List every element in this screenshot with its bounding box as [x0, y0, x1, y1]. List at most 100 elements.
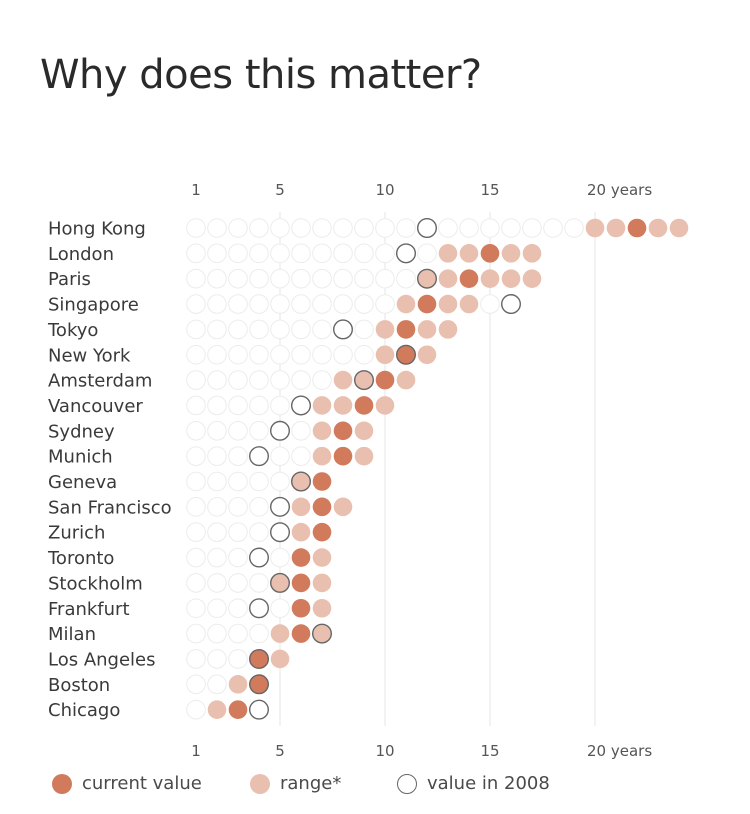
- empty-dot: [207, 319, 227, 340]
- range-dot: [207, 700, 227, 719]
- empty-dot: [459, 218, 479, 238]
- empty-dot: [291, 243, 311, 264]
- empty-dot: [291, 370, 311, 390]
- empty-dot: [228, 268, 248, 289]
- empty-dot: [249, 395, 269, 416]
- city-label: Tokyo: [47, 320, 98, 341]
- empty-dot: [207, 674, 227, 695]
- range-dot: [480, 269, 500, 289]
- current-value-dot: [354, 396, 374, 415]
- current-value-dot: [375, 370, 395, 390]
- empty-dot: [312, 218, 332, 238]
- empty-dot: [291, 421, 311, 441]
- empty-dot: [270, 471, 290, 492]
- empty-dot: [228, 547, 248, 568]
- empty-dot: [186, 446, 206, 466]
- legend-current-label: current value: [82, 773, 202, 794]
- empty-dot: [270, 395, 290, 416]
- range-dot: [669, 218, 689, 238]
- city-label: Sydney: [48, 421, 115, 442]
- city-label: Boston: [48, 675, 110, 696]
- legend-range: range*: [250, 773, 341, 794]
- range-dot: [417, 269, 437, 289]
- range-dot: [354, 370, 374, 390]
- range-dot: [354, 421, 374, 441]
- current-value-dot: [249, 675, 269, 694]
- current-value-dot: [627, 218, 647, 238]
- empty-dot: [186, 497, 206, 517]
- empty-dot: [270, 268, 290, 289]
- current-value-dot: [312, 522, 332, 542]
- x-tick-label-bottom: 1: [191, 742, 201, 760]
- empty-dot: [186, 421, 206, 441]
- city-label: Stockholm: [48, 573, 143, 594]
- current-value-dot: [459, 269, 479, 289]
- empty-dot: [564, 218, 584, 238]
- empty-dot: [186, 344, 206, 365]
- empty-dot: [186, 623, 206, 644]
- x-tick-label-bottom: 10: [375, 742, 394, 760]
- range-dot: [291, 497, 311, 517]
- range-dot: [375, 396, 395, 415]
- x-tick-label-bottom: 15: [480, 742, 499, 760]
- empty-dot: [354, 243, 374, 264]
- empty-dot: [186, 522, 206, 543]
- empty-dot: [228, 395, 248, 416]
- empty-dot: [186, 319, 206, 340]
- legend-2008: value in 2008: [397, 773, 550, 794]
- empty-dot: [270, 547, 290, 568]
- empty-dot: [417, 243, 437, 264]
- empty-dot: [249, 218, 269, 238]
- empty-dot: [354, 268, 374, 289]
- empty-dot: [291, 294, 311, 314]
- empty-dot: [291, 218, 311, 238]
- empty-dot: [333, 218, 353, 238]
- empty-dot: [228, 573, 248, 593]
- empty-dot: [228, 243, 248, 264]
- empty-dot: [375, 268, 395, 289]
- x-tick-label-top: 15: [480, 181, 499, 199]
- empty-dot: [354, 218, 374, 238]
- empty-dot: [480, 218, 500, 238]
- range-dot: [228, 675, 248, 694]
- empty-dot: [333, 243, 353, 264]
- range-dot: [396, 370, 416, 390]
- city-label: Zurich: [48, 523, 105, 544]
- range-swatch: [250, 773, 270, 794]
- city-label: London: [48, 244, 114, 265]
- value-2008-ring: [354, 370, 375, 391]
- empty-dot: [207, 421, 227, 441]
- empty-dot: [249, 268, 269, 289]
- range-dot: [270, 649, 290, 669]
- range-dot: [312, 446, 332, 466]
- empty-dot: [186, 674, 206, 695]
- city-label: Los Angeles: [48, 649, 156, 670]
- empty-dot: [186, 294, 206, 314]
- empty-dot: [228, 344, 248, 365]
- range-dot: [312, 548, 332, 567]
- empty-dot: [354, 294, 374, 314]
- value-2008-ring: [248, 547, 269, 568]
- empty-dot: [375, 294, 395, 314]
- value-2008-ring: [312, 623, 333, 644]
- city-label: Toronto: [47, 548, 114, 569]
- range-dot: [312, 624, 332, 643]
- city-label: Singapore: [48, 295, 139, 316]
- current-value-swatch: [52, 773, 72, 794]
- value-2008-ring: [248, 648, 269, 669]
- current-value-dot: [417, 294, 437, 314]
- empty-dot: [249, 421, 269, 441]
- range-dot: [606, 218, 626, 238]
- empty-dot: [249, 623, 269, 644]
- empty-dot: [270, 598, 290, 619]
- empty-dot: [501, 218, 521, 238]
- city-label: Amsterdam: [48, 371, 152, 392]
- x-tick-label-top: 10: [375, 181, 394, 199]
- empty-dot: [312, 370, 332, 390]
- empty-dot: [270, 294, 290, 314]
- current-value-dot: [333, 446, 353, 466]
- range-dot: [333, 497, 353, 517]
- city-label: Geneva: [48, 472, 117, 493]
- empty-dot: [375, 243, 395, 264]
- empty-dot: [249, 344, 269, 365]
